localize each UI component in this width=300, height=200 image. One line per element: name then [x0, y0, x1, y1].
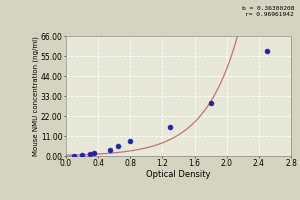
Point	[88, 153, 92, 156]
Point	[116, 144, 121, 148]
X-axis label: Optical Density: Optical Density	[146, 170, 211, 179]
Point	[168, 125, 173, 129]
Y-axis label: Mouse NMU concentration (ng/ml): Mouse NMU concentration (ng/ml)	[33, 36, 39, 156]
Point	[108, 148, 112, 151]
Point	[208, 102, 213, 105]
Point	[128, 140, 133, 143]
Point	[72, 154, 76, 158]
Text: b = 0.36300208
r= 0.96961942: b = 0.36300208 r= 0.96961942	[242, 6, 294, 17]
Point	[80, 154, 85, 157]
Point	[92, 151, 97, 154]
Point	[265, 49, 269, 52]
